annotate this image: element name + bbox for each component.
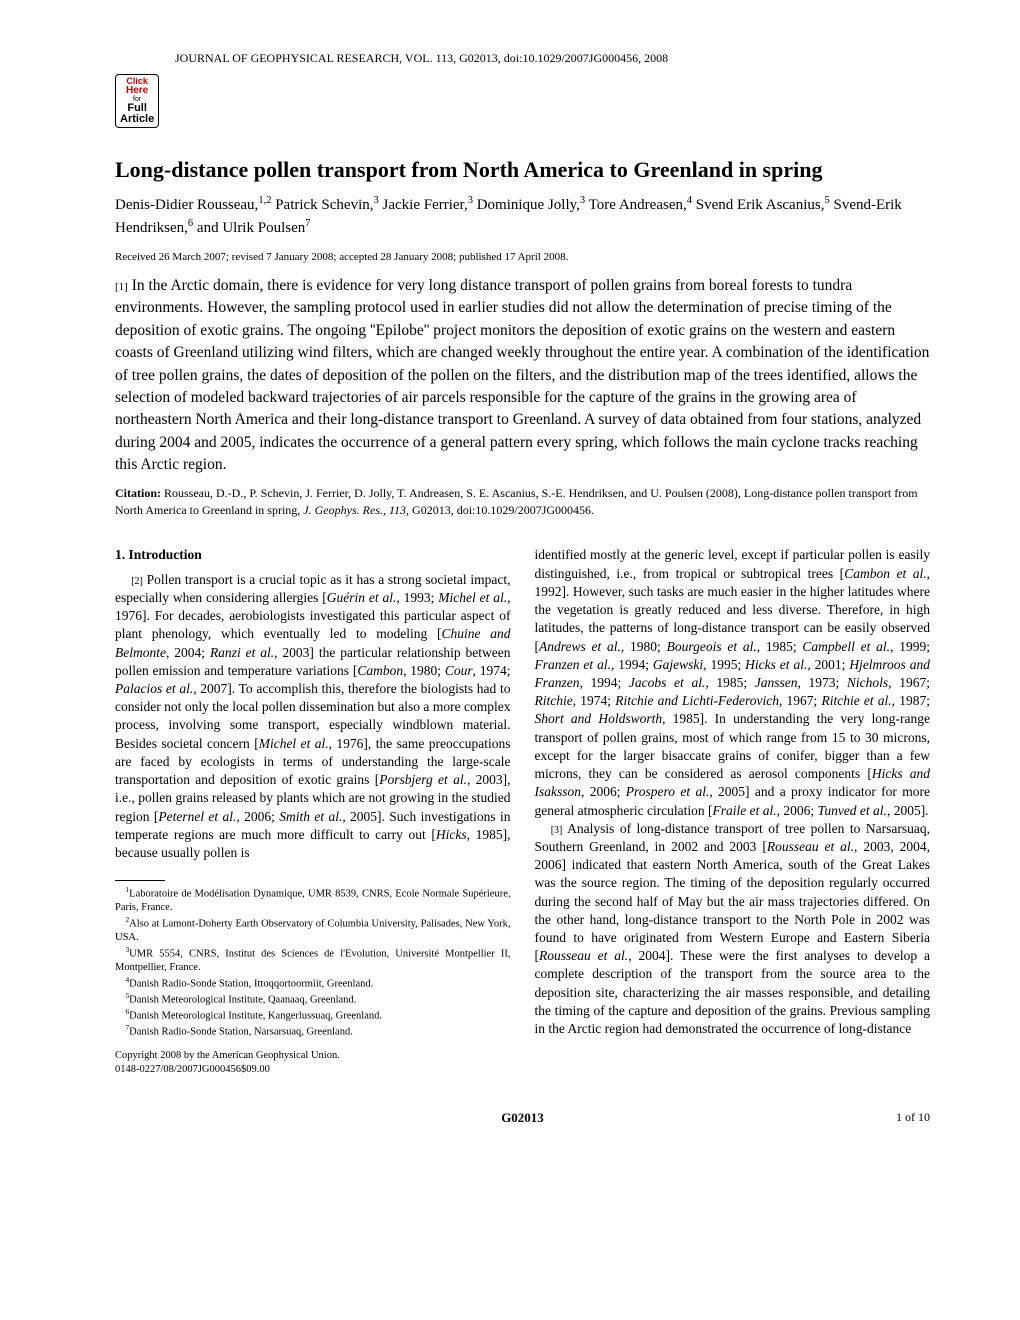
article-title: Long-distance pollen transport from Nort… bbox=[115, 156, 930, 185]
section-1-heading: 1. Introduction bbox=[115, 546, 511, 564]
authors-line: Denis-Didier Rousseau,1,2 Patrick Schevi… bbox=[115, 193, 930, 240]
para-3: [3] Analysis of long-distance transport … bbox=[535, 820, 931, 1039]
para-2: [2] Pollen transport is a crucial topic … bbox=[115, 571, 511, 863]
affil-2: 2Also at Lamont-Doherty Earth Observator… bbox=[115, 915, 511, 945]
journal-header: JOURNAL OF GEOPHYSICAL RESEARCH, VOL. 11… bbox=[175, 50, 930, 66]
copyright: Copyright 2008 by the American Geophysic… bbox=[115, 1049, 511, 1077]
copyright-line1: Copyright 2008 by the American Geophysic… bbox=[115, 1049, 511, 1063]
para-2-continued: identified mostly at the generic level, … bbox=[535, 546, 931, 819]
citation: Citation: Rousseau, D.-D., P. Schevin, J… bbox=[115, 485, 930, 519]
para-2-num: [2] bbox=[131, 576, 143, 587]
affil-1: 1Laboratoire de Modélisation Dynamique, … bbox=[115, 885, 511, 915]
para-3-text: Analysis of long-distance transport of t… bbox=[535, 821, 931, 1036]
click-here-badge[interactable]: Click Here for Full Article bbox=[115, 74, 159, 128]
two-column-body: 1. Introduction [2] Pollen transport is … bbox=[115, 546, 930, 1077]
abstract: [1] In the Arctic domain, there is evide… bbox=[115, 275, 930, 477]
affiliations: 1Laboratoire de Modélisation Dynamique, … bbox=[115, 885, 511, 1039]
badge-here: Here bbox=[120, 86, 154, 96]
copyright-line2: 0148-0227/08/2007JG000456$09.00 bbox=[115, 1063, 511, 1077]
badge-article: Article bbox=[120, 114, 154, 125]
affil-3: 3UMR 5554, CNRS, Institut des Sciences d… bbox=[115, 945, 511, 975]
footer-page: 1 of 10 bbox=[896, 1109, 930, 1125]
affil-5: 5Danish Meteorological Institute, Qaanaa… bbox=[115, 991, 511, 1007]
citation-text: Rousseau, D.-D., P. Schevin, J. Ferrier,… bbox=[115, 486, 918, 517]
right-column: identified mostly at the generic level, … bbox=[535, 546, 931, 1077]
affil-7: 7Danish Radio-Sonde Station, Narsarsuaq,… bbox=[115, 1023, 511, 1039]
left-column: 1. Introduction [2] Pollen transport is … bbox=[115, 546, 511, 1077]
para-2-text: Pollen transport is a crucial topic as i… bbox=[115, 572, 511, 860]
affil-6: 6Danish Meteorological Institute, Kanger… bbox=[115, 1007, 511, 1023]
affiliation-rule bbox=[115, 880, 165, 881]
footer-code: G02013 bbox=[501, 1110, 544, 1125]
affil-4: 4Danish Radio-Sonde Station, Ittoqqortoo… bbox=[115, 975, 511, 991]
abstract-para-num: [1] bbox=[115, 281, 128, 293]
citation-label: Citation: bbox=[115, 486, 161, 500]
page-footer: G02013 1 of 10 bbox=[115, 1109, 930, 1127]
received-line: Received 26 March 2007; revised 7 Januar… bbox=[115, 250, 930, 265]
abstract-text: In the Arctic domain, there is evidence … bbox=[115, 277, 929, 474]
para-3-num: [3] bbox=[551, 825, 563, 836]
